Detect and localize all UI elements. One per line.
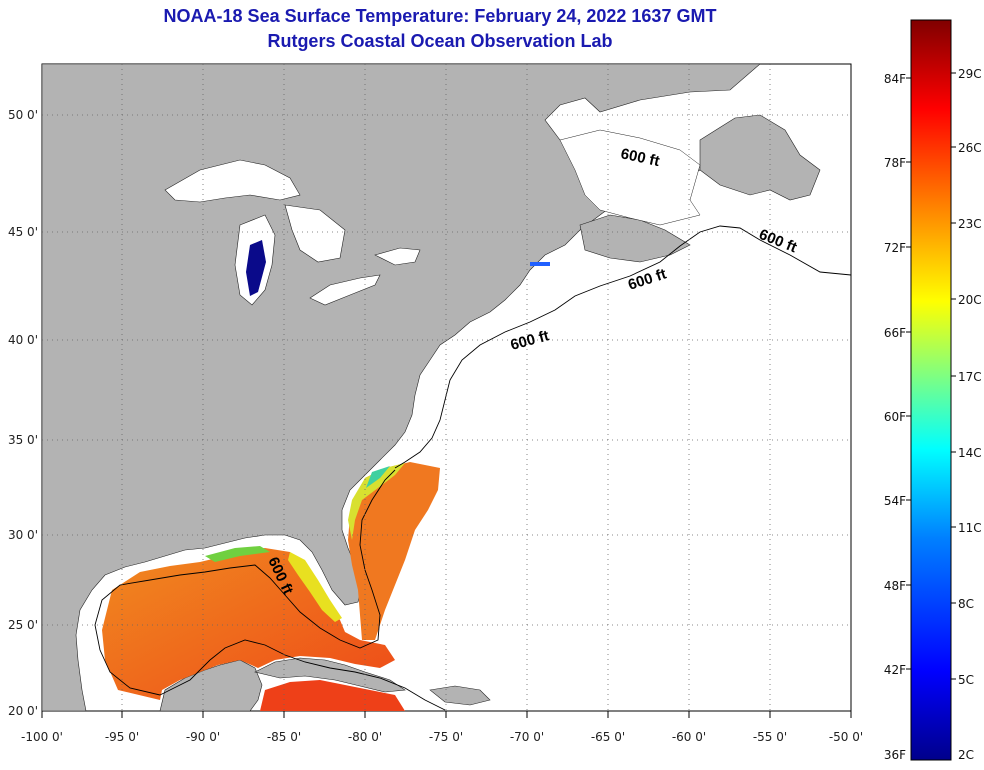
colorbar-c-label: 29C <box>958 67 982 81</box>
colorbar-c-label: 23C <box>958 217 982 231</box>
colorbar <box>910 19 952 761</box>
lake-superior <box>164 159 301 203</box>
lon-label: -75 0' <box>428 730 464 744</box>
lon-label: -70 0' <box>509 730 545 744</box>
sst-gulf-of-mexico <box>102 548 395 700</box>
colorbar-f-label: 78F <box>883 156 906 170</box>
sst-florida-coast-green <box>205 546 270 562</box>
gulf-st-lawrence <box>559 129 701 226</box>
lon-label: -95 0' <box>104 730 140 744</box>
lat-label: 35 0' <box>7 433 38 447</box>
sst-atlantic-east-coast <box>348 462 440 640</box>
lake-erie <box>309 274 381 306</box>
lat-label: 30 0' <box>7 528 38 542</box>
contour-gulf <box>94 469 396 696</box>
lon-label: -100 0' <box>21 730 63 744</box>
map-title: NOAA-18 Sea Surface Temperature: Februar… <box>163 6 717 26</box>
colorbar-c-label: 14C <box>958 446 982 460</box>
colorbar-f-label: 72F <box>883 241 906 255</box>
land-newfoundland <box>699 114 821 201</box>
lat-label: 25 0' <box>7 618 38 632</box>
lon-label: -85 0' <box>266 730 302 744</box>
depth-contours <box>94 225 851 711</box>
lat-label: 50 0' <box>7 108 38 122</box>
lon-label: -65 0' <box>590 730 626 744</box>
colorbar-c-label: 11C <box>958 521 982 535</box>
lon-label: -50 0' <box>828 730 864 744</box>
colorbar-c-label: 5C <box>958 673 975 687</box>
colorbar-f-label: 48F <box>883 579 906 593</box>
colorbar-f-label: 60F <box>883 410 906 424</box>
colorbar-c-label: 2C <box>958 748 975 762</box>
colorbar-f-label: 42F <box>883 663 906 677</box>
lat-label: 20 0' <box>7 704 38 718</box>
lon-label: -55 0' <box>752 730 788 744</box>
contour-atlantic <box>394 225 851 469</box>
map-subtitle: Rutgers Coastal Ocean Observation Lab <box>267 31 613 51</box>
land-hispaniola <box>429 685 491 706</box>
colorbar-c-label: 20C <box>958 293 982 307</box>
lat-label: 45 0' <box>7 225 38 239</box>
colorbar-c-label: 26C <box>958 141 982 155</box>
contour-yucatan <box>159 639 446 711</box>
colorbar-f-label: 54F <box>883 494 906 508</box>
axis-ticks <box>41 711 852 718</box>
lon-label: -80 0' <box>347 730 383 744</box>
sst-carolina-shelf <box>366 466 390 488</box>
colorbar-f-label: 36F <box>883 748 906 762</box>
sst-florida-shelf <box>288 552 342 622</box>
lake-huron <box>284 204 346 263</box>
land-nova-scotia <box>579 214 691 263</box>
colorbar-c-label: 8C <box>958 597 975 611</box>
cold-patch <box>530 262 550 266</box>
lake-ontario <box>374 247 421 266</box>
colorbar-f-label: 66F <box>883 326 906 340</box>
sst-caribbean <box>260 680 405 711</box>
lake-michigan-sst <box>246 240 266 296</box>
lon-label: -90 0' <box>185 730 221 744</box>
colorbar-f-label: 84F <box>883 72 906 86</box>
colorbar-c-label: 17C <box>958 370 982 384</box>
colorbar-ticks <box>906 72 956 680</box>
lon-label: -60 0' <box>671 730 707 744</box>
lat-label: 40 0' <box>7 333 38 347</box>
